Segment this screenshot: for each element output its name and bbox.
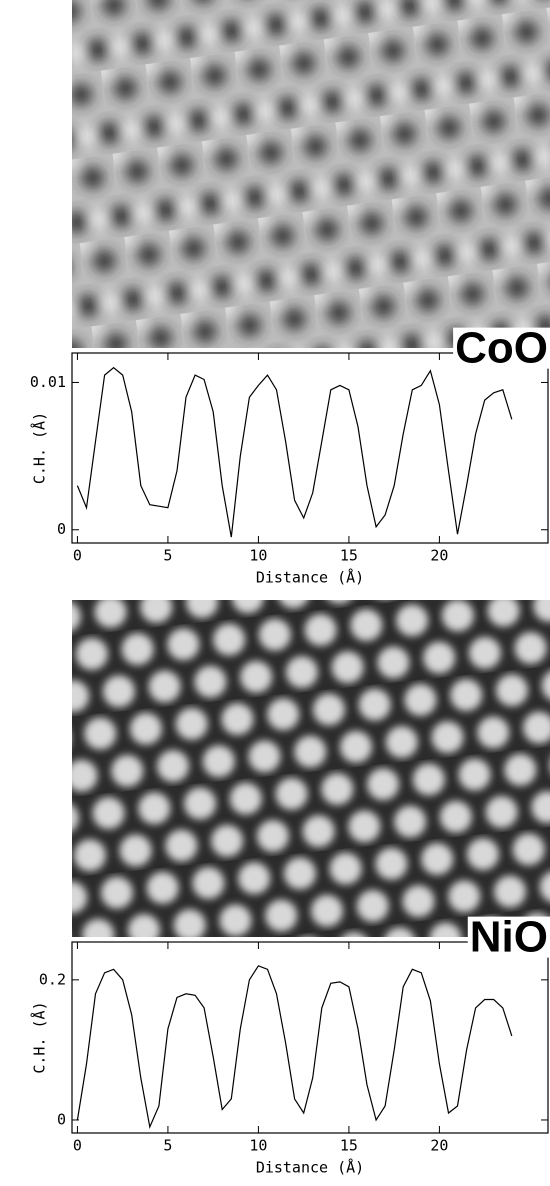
sample-label: CoO	[455, 324, 548, 373]
sample-label: NiO	[470, 913, 548, 962]
y-tick-label: 0.2	[39, 970, 66, 988]
y-tick-label: 0	[57, 520, 66, 538]
y-axis-label: C.H. (Å)	[30, 412, 49, 484]
profile-line	[76, 965, 513, 1130]
x-tick-label: 15	[340, 1137, 358, 1155]
x-tick-label: 0	[73, 1137, 82, 1155]
x-tick-label: 20	[430, 1137, 448, 1155]
x-tick-label: 10	[249, 1137, 267, 1155]
y-axis-label: C.H. (Å)	[30, 1001, 49, 1073]
nio-stm-image	[72, 600, 550, 937]
x-tick-label: 0	[73, 547, 82, 565]
x-tick-label: 10	[249, 547, 267, 565]
x-axis-label: Distance (Å)	[256, 568, 364, 587]
x-tick-label: 15	[340, 547, 358, 565]
plot-frame	[71, 941, 549, 1134]
coo-stm-image	[72, 0, 550, 348]
y-tick-label: 0.01	[30, 373, 66, 391]
plot-frame	[71, 352, 549, 544]
x-axis-label: Distance (Å)	[256, 1158, 364, 1177]
x-tick-label: 20	[430, 547, 448, 565]
profile-line	[76, 366, 513, 538]
x-tick-label: 5	[163, 547, 172, 565]
sample-label-bg	[467, 916, 550, 958]
y-tick-label: 0	[57, 1110, 66, 1128]
sample-label-bg	[453, 327, 550, 369]
x-tick-label: 5	[163, 1137, 172, 1155]
